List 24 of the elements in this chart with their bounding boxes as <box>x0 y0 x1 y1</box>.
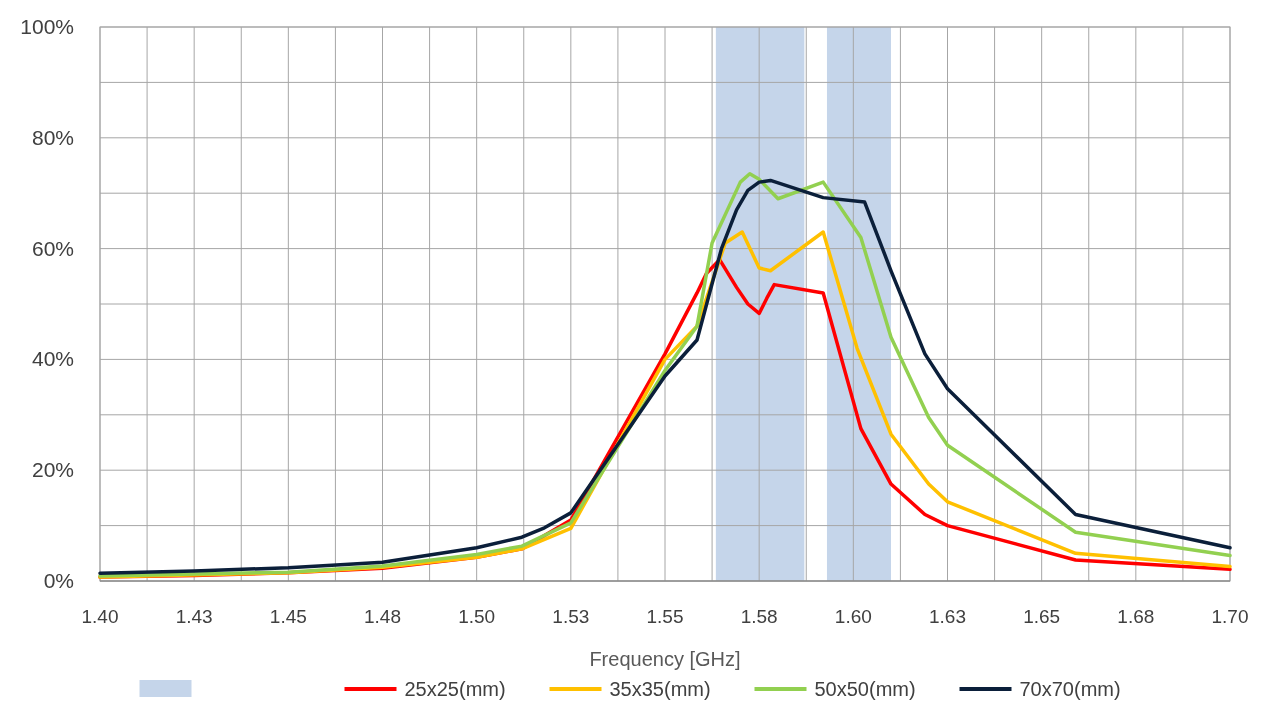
x-tick-label: 1.58 <box>740 606 778 627</box>
x-tick-label: 1.63 <box>929 606 966 627</box>
x-axis-title: Frequency [GHz] <box>589 648 741 670</box>
x-tick-label: 1.53 <box>552 606 590 627</box>
y-tick-label: 40% <box>31 347 74 371</box>
legend-label: 35x35(mm) <box>609 678 711 700</box>
y-tick-label: 20% <box>31 458 74 482</box>
x-tick-label: 1.43 <box>175 606 213 627</box>
x-tick-label: 1.40 <box>81 606 119 627</box>
x-tick-label: 1.70 <box>1211 606 1249 627</box>
x-tick-label: 1.65 <box>1023 606 1061 627</box>
y-tick-label: 0% <box>43 569 74 592</box>
y-tick-label: 80% <box>31 125 74 149</box>
legend-label: 50x50(mm) <box>814 678 916 700</box>
x-tick-label: 1.68 <box>1117 606 1155 627</box>
x-tick-label: 1.50 <box>458 606 496 627</box>
x-tick-label: 1.60 <box>834 606 872 627</box>
x-tick-label: 1.55 <box>646 606 684 627</box>
y-tick-label: 60% <box>31 236 74 260</box>
x-tick-label: 1.45 <box>269 606 307 627</box>
legend-label: 70x70(mm) <box>1019 678 1121 700</box>
x-tick-label: 1.48 <box>364 606 401 627</box>
y-tick-label: 100% <box>20 15 74 38</box>
legend-label: 25x25(mm) <box>404 678 506 700</box>
